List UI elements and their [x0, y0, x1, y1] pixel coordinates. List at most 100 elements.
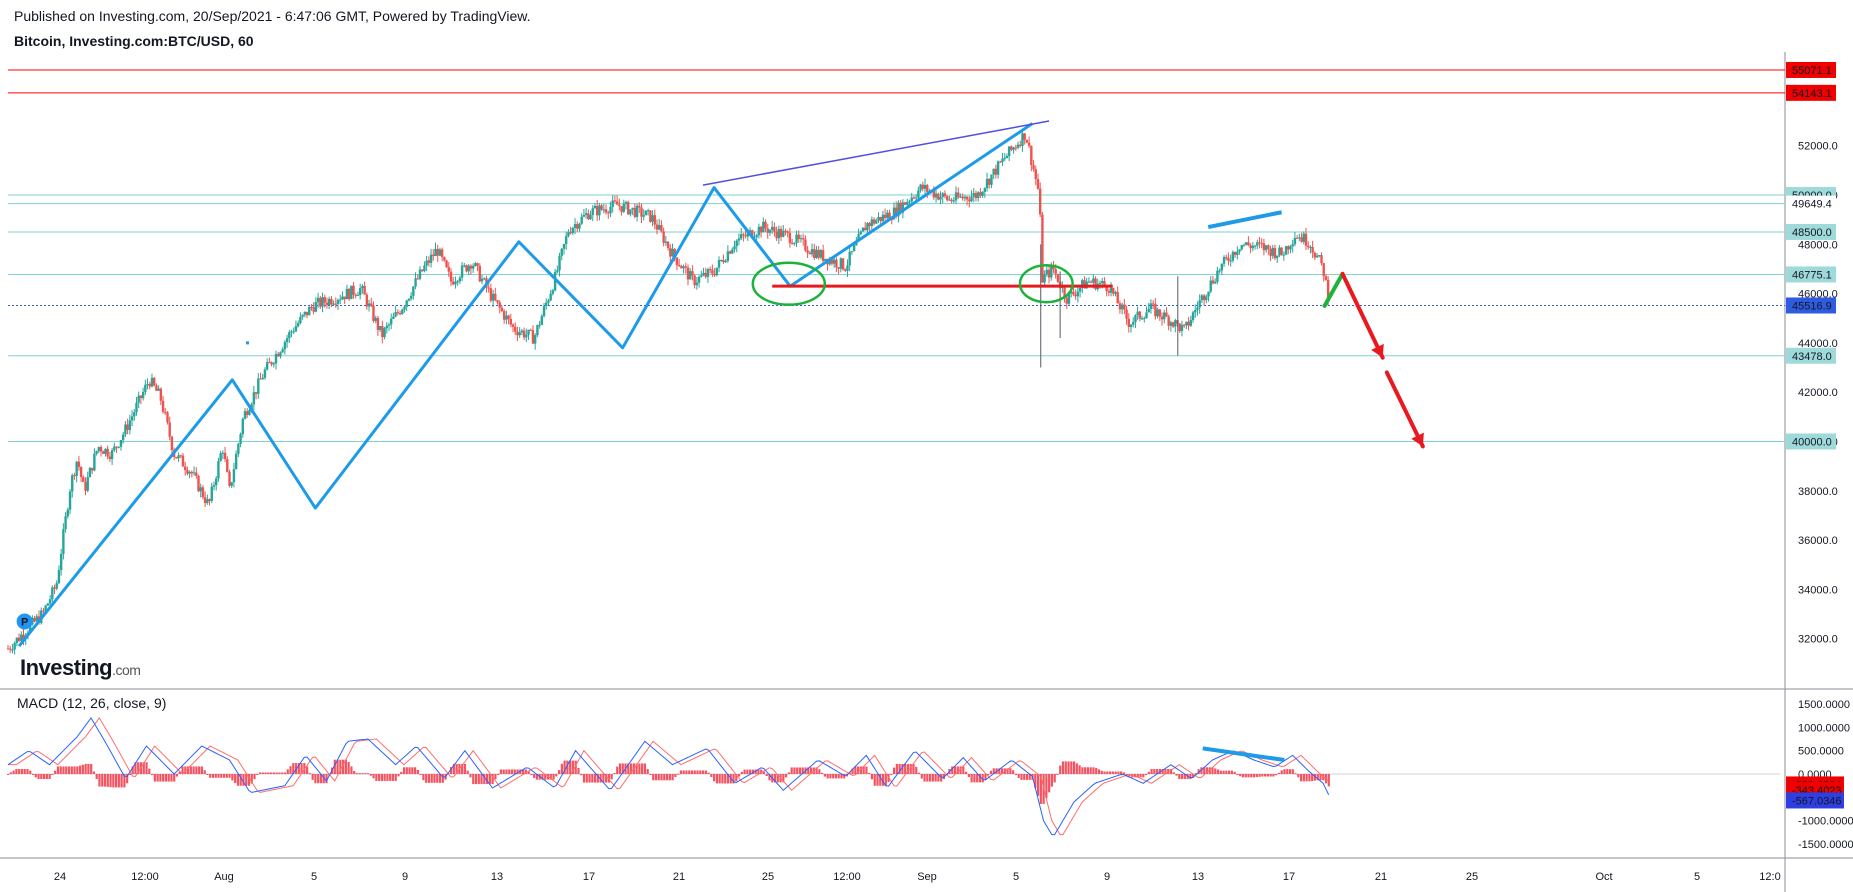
histogram-bar: [7, 774, 10, 775]
candle-body: [739, 234, 743, 239]
histogram-bar: [1277, 772, 1281, 774]
candle-body: [540, 316, 544, 325]
candle-body: [700, 275, 703, 277]
candle-body: [261, 377, 264, 380]
candle-body: [906, 202, 909, 205]
candle-body: [208, 499, 211, 501]
candle-body: [64, 516, 67, 530]
price-tick-label: 48000.0: [1798, 239, 1838, 251]
candle-body: [412, 286, 415, 296]
histogram-bar: [931, 774, 934, 782]
candle-body: [59, 553, 63, 571]
candle-body: [55, 583, 58, 589]
candle-body: [285, 338, 289, 343]
histogram-bar: [521, 769, 525, 774]
histogram-bar: [508, 769, 511, 774]
candle-body: [576, 224, 579, 229]
candle-body: [1318, 255, 1321, 257]
candle-body: [533, 335, 537, 344]
candle-body: [901, 202, 905, 213]
price-tick-label: 38000.0: [1798, 486, 1838, 498]
histogram-bar: [109, 774, 112, 788]
candle-body: [1043, 274, 1046, 283]
candle-body: [358, 288, 362, 295]
histogram-bar: [937, 774, 940, 782]
candle-body: [137, 395, 140, 403]
arrow-head: [1371, 343, 1384, 358]
candle-body: [983, 188, 987, 192]
candle-body: [17, 637, 21, 641]
candle-body: [212, 485, 216, 487]
histogram-bar: [502, 769, 505, 774]
histogram-bar: [923, 774, 926, 782]
candle-body: [932, 190, 936, 198]
histogram-bar: [740, 771, 743, 774]
histogram-bar: [1006, 768, 1009, 774]
candle-body: [62, 529, 65, 554]
histogram-bar: [602, 774, 605, 783]
histogram-bar: [809, 767, 813, 774]
candle-body: [1165, 312, 1168, 317]
histogram-bar: [665, 774, 669, 781]
candle-body: [1300, 237, 1303, 242]
histogram-bar: [1081, 767, 1084, 774]
candle-body: [310, 306, 313, 308]
histogram-bar: [397, 774, 400, 777]
price-tag-label: 55071.1: [1792, 65, 1832, 77]
candle-body: [784, 230, 787, 232]
candle-body: [1273, 247, 1277, 259]
candle-body: [1045, 269, 1049, 275]
histogram-bar: [585, 774, 588, 783]
candle-body: [438, 249, 442, 256]
histogram-bar: [668, 774, 671, 781]
candle-body: [336, 300, 340, 304]
marker-dot: [245, 341, 249, 345]
candle-body: [108, 456, 112, 460]
candle-body: [589, 215, 592, 220]
histogram-bar: [544, 774, 547, 780]
histogram-bar: [26, 768, 29, 774]
candle-body: [463, 265, 466, 267]
candle-body: [945, 196, 949, 200]
histogram-bar: [906, 763, 910, 774]
candle-body: [1025, 139, 1029, 143]
candle-body: [1023, 133, 1026, 140]
candle-body: [852, 245, 856, 252]
histogram-bar: [1311, 774, 1314, 781]
candle-body: [1123, 304, 1126, 310]
histogram-bar: [258, 772, 262, 774]
candle-body: [489, 288, 493, 301]
candle-body: [418, 269, 422, 279]
candle-body: [57, 570, 61, 584]
histogram-bar: [690, 770, 694, 774]
candle-body: [128, 420, 132, 430]
candle-body: [669, 247, 672, 257]
candle-body: [321, 297, 324, 307]
histogram-bar: [643, 763, 647, 774]
price-tick-label: 44000.0: [1798, 338, 1838, 350]
histogram-bar: [422, 774, 425, 781]
candle-body: [1143, 318, 1146, 320]
histogram-bar: [366, 773, 370, 775]
time-tick-label: 17: [1283, 871, 1295, 883]
candle-body: [339, 299, 342, 301]
candle-body: [1038, 188, 1042, 215]
macd-value-tag: [1786, 792, 1844, 809]
candle-body: [257, 378, 260, 394]
candle-body: [454, 281, 457, 285]
price-tick-label: 32000.0: [1798, 634, 1838, 646]
candle-body: [195, 472, 198, 476]
candle-body: [615, 201, 619, 205]
candle-body: [689, 271, 692, 280]
histogram-bar: [483, 774, 486, 785]
candle-body: [607, 212, 610, 214]
candle-body: [88, 467, 92, 478]
histogram-bar: [663, 774, 666, 781]
candle-body: [684, 266, 687, 268]
histogram-bar: [1048, 774, 1051, 793]
time-tick-label: 13: [1192, 871, 1204, 883]
histogram-bar: [713, 774, 716, 782]
candle-body: [595, 205, 599, 216]
candle-body: [564, 236, 568, 245]
histogram-bar: [375, 774, 378, 781]
